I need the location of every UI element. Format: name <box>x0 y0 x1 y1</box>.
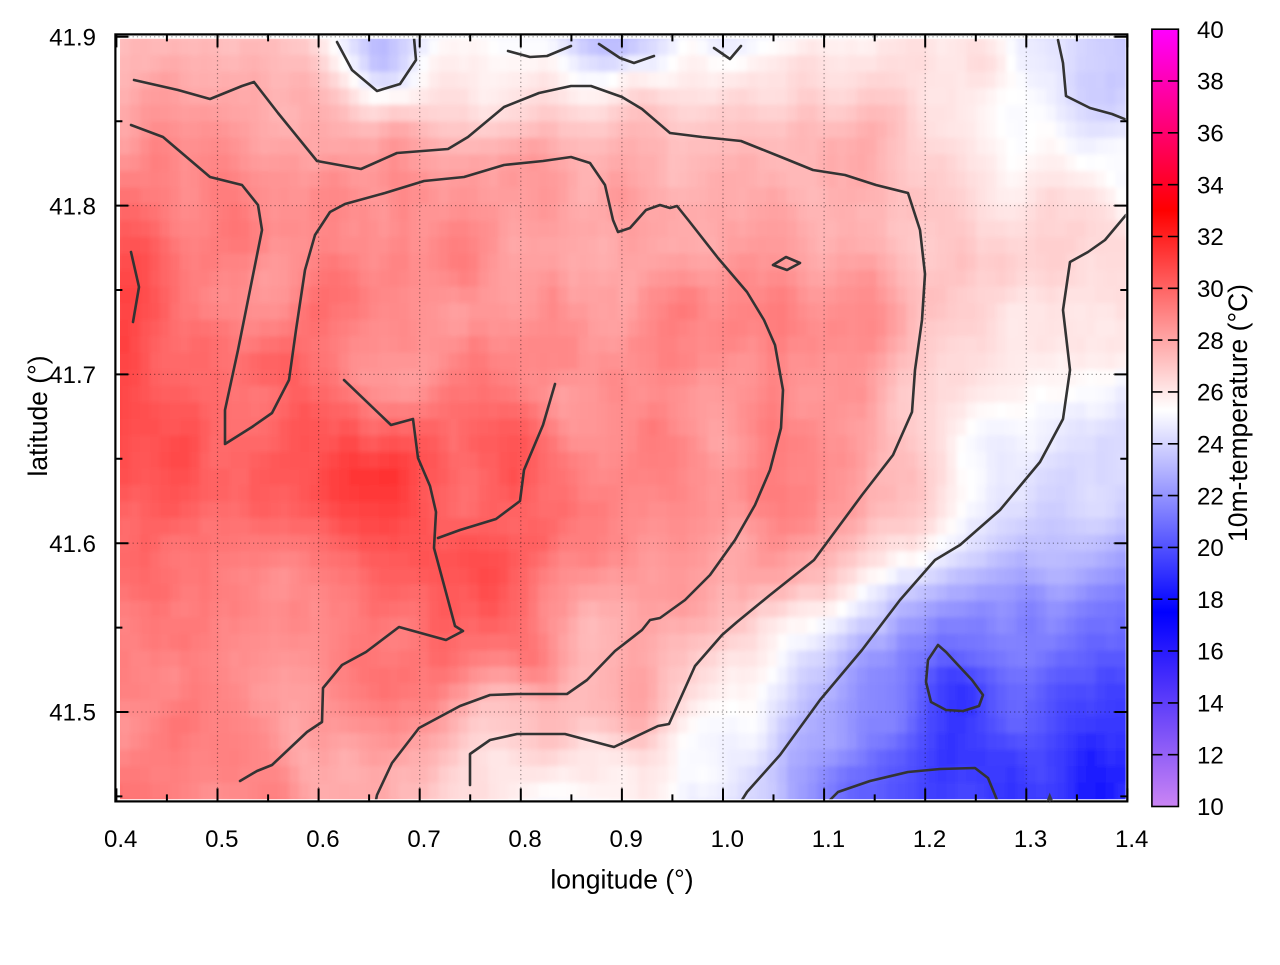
svg-text:30: 30 <box>1197 276 1224 303</box>
svg-text:24: 24 <box>1197 432 1224 459</box>
svg-text:41.8: 41.8 <box>49 193 96 220</box>
svg-text:10m-temperature (°C): 10m-temperature (°C) <box>1223 284 1253 542</box>
svg-text:0.9: 0.9 <box>610 826 643 853</box>
svg-text:12: 12 <box>1197 742 1224 769</box>
svg-text:1.4: 1.4 <box>1115 826 1148 853</box>
svg-text:1.3: 1.3 <box>1014 826 1047 853</box>
svg-text:41.6: 41.6 <box>49 531 96 558</box>
svg-text:28: 28 <box>1197 328 1224 355</box>
svg-text:18: 18 <box>1197 587 1224 614</box>
svg-text:22: 22 <box>1197 483 1224 510</box>
svg-text:1.2: 1.2 <box>913 826 946 853</box>
svg-text:16: 16 <box>1197 639 1224 666</box>
svg-text:0.5: 0.5 <box>205 826 238 853</box>
svg-text:0.6: 0.6 <box>306 826 339 853</box>
svg-text:32: 32 <box>1197 224 1224 251</box>
svg-text:34: 34 <box>1197 172 1224 199</box>
svg-text:0.7: 0.7 <box>407 826 440 853</box>
svg-text:41.5: 41.5 <box>49 700 96 727</box>
svg-text:longitude (°): longitude (°) <box>550 865 693 895</box>
svg-text:0.8: 0.8 <box>508 826 541 853</box>
svg-text:0.4: 0.4 <box>104 826 137 853</box>
svg-text:latitude (°): latitude (°) <box>23 355 53 476</box>
svg-text:26: 26 <box>1197 380 1224 407</box>
svg-text:20: 20 <box>1197 535 1224 562</box>
svg-text:41.7: 41.7 <box>49 362 96 389</box>
svg-text:40: 40 <box>1197 17 1224 44</box>
svg-text:38: 38 <box>1197 69 1224 96</box>
svg-text:1.0: 1.0 <box>711 826 744 853</box>
svg-text:36: 36 <box>1197 121 1224 148</box>
svg-text:1.1: 1.1 <box>812 826 845 853</box>
svg-text:10: 10 <box>1197 794 1224 821</box>
svg-text:14: 14 <box>1197 691 1224 718</box>
svg-text:41.9: 41.9 <box>49 25 96 52</box>
